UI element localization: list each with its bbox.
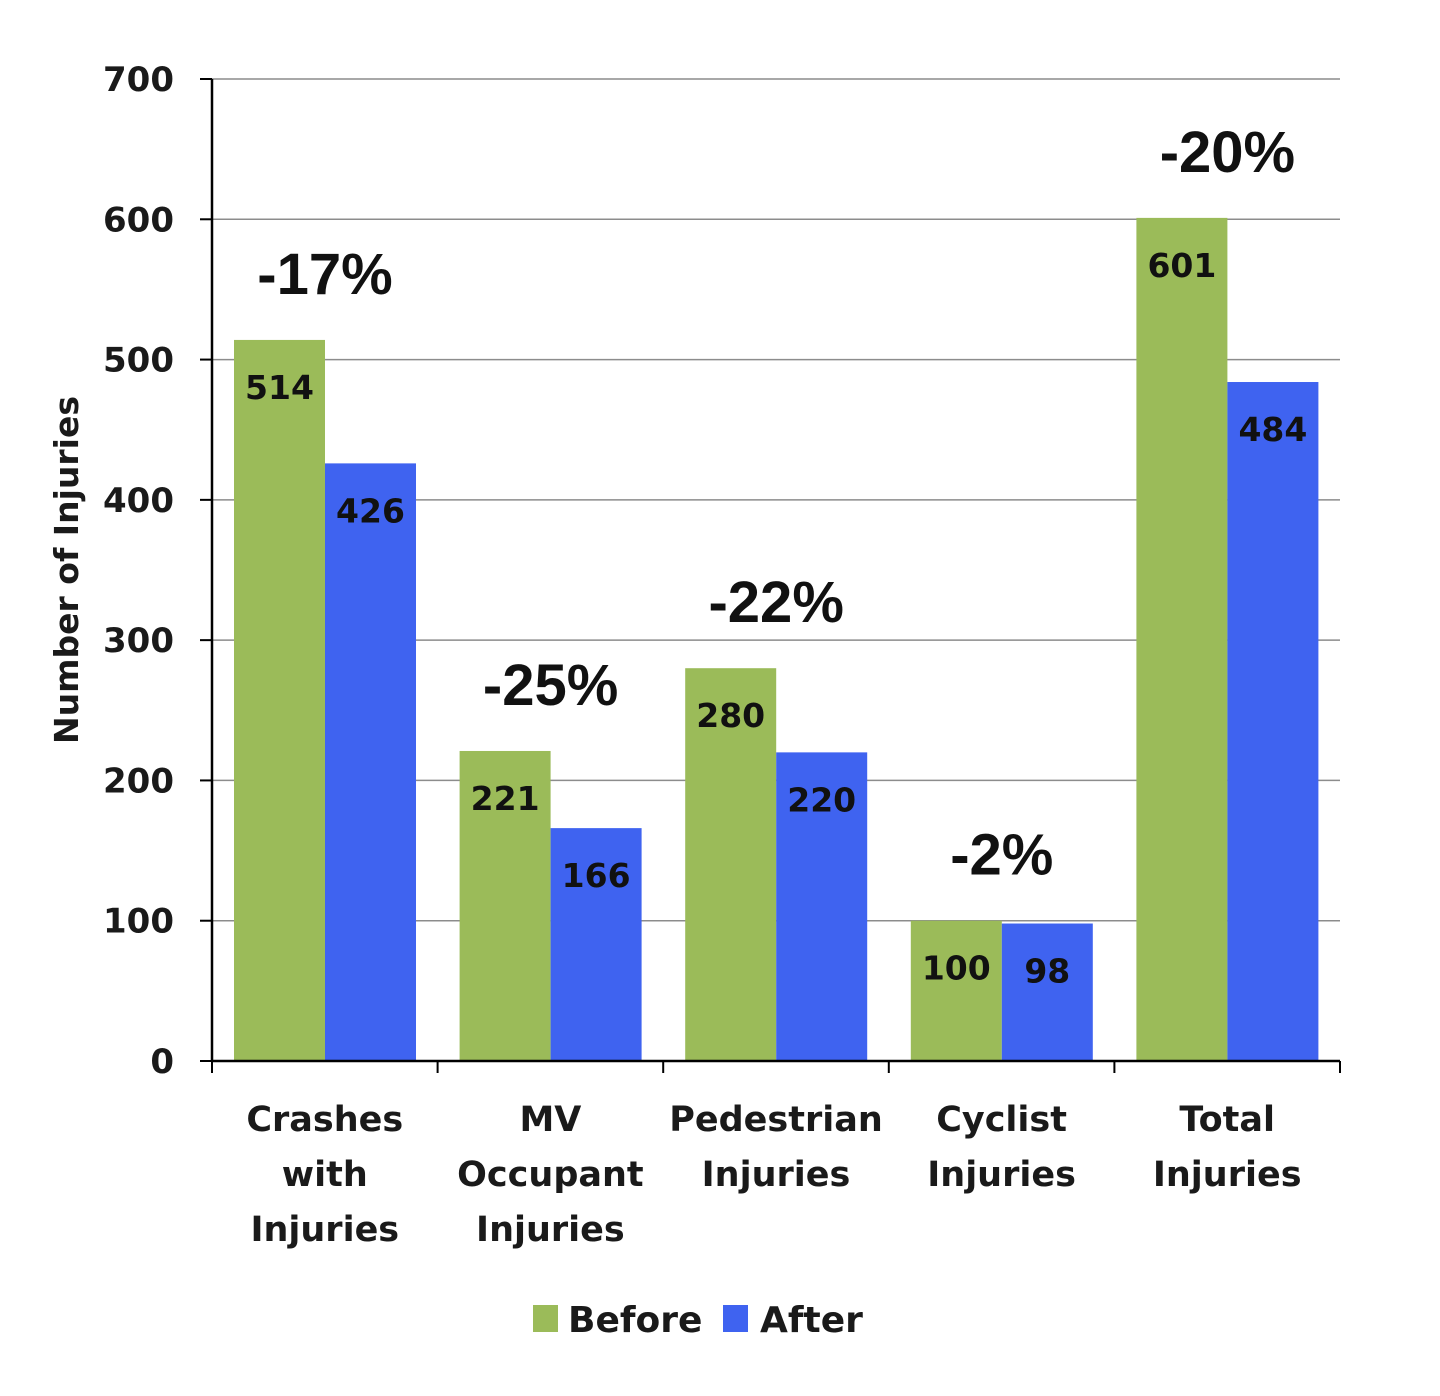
legend: Before After — [533, 1300, 863, 1341]
y-axis-title: Number of Injuries — [47, 396, 86, 744]
y-tick-label: 400 — [103, 481, 174, 521]
bar-before — [685, 668, 777, 1061]
legend-label-after: After — [760, 1300, 863, 1341]
x-category-label: Injuries — [927, 1155, 1076, 1195]
data-label: 100 — [922, 949, 991, 988]
change-annotation: -2% — [950, 823, 1053, 888]
data-label: 166 — [562, 856, 631, 895]
data-label: 280 — [696, 696, 765, 735]
change-annotation: -22% — [708, 570, 843, 635]
bar-before — [459, 750, 551, 1061]
y-tick-label: 600 — [103, 200, 174, 240]
bar-after — [776, 752, 868, 1061]
data-label: 220 — [787, 780, 856, 819]
y-tick-label: 100 — [103, 902, 174, 942]
data-label: 514 — [245, 368, 314, 407]
data-label: 98 — [1024, 952, 1070, 991]
legend-swatch-before — [533, 1305, 558, 1332]
x-category-label: Pedestrian — [669, 1100, 883, 1140]
data-label: 601 — [1147, 246, 1216, 285]
bar-before — [910, 920, 1002, 1061]
bar-after — [1227, 382, 1319, 1061]
data-label: 426 — [336, 491, 405, 530]
x-category-label: MV — [519, 1100, 581, 1140]
data-label: 484 — [1238, 410, 1307, 449]
x-category-label: Injuries — [476, 1210, 625, 1250]
y-tick-label: 300 — [103, 621, 174, 661]
x-category-label: Cyclist — [936, 1100, 1067, 1140]
bar-after — [550, 828, 642, 1061]
x-category-label: Injuries — [1153, 1155, 1302, 1195]
x-category-label: Crashes — [246, 1100, 403, 1140]
data-label: 221 — [471, 779, 540, 818]
bars — [234, 217, 1319, 1062]
change-annotation: -17% — [257, 242, 392, 307]
bar-after — [1001, 923, 1093, 1061]
legend-label-before: Before — [568, 1300, 702, 1341]
x-category-label: Injuries — [702, 1155, 851, 1195]
change-annotation: -25% — [483, 653, 618, 718]
y-tick-label: 500 — [103, 341, 174, 381]
x-category-label: Injuries — [250, 1210, 399, 1250]
x-category-label: Total — [1179, 1100, 1275, 1140]
bar-before — [1136, 217, 1228, 1061]
change-annotation: -20% — [1160, 120, 1295, 185]
y-tick-label: 0 — [150, 1042, 174, 1082]
bar-before — [234, 339, 325, 1062]
x-category-label: with — [282, 1155, 368, 1195]
labels: 0 100 200 300 400 500 600 700 514 426 -17% Crashes w… — [103, 60, 1307, 1250]
x-category-label: Occupant — [457, 1155, 643, 1195]
y-tick-label: 700 — [103, 60, 174, 100]
bar-after — [325, 463, 416, 1062]
y-tick-label: 200 — [103, 761, 174, 801]
legend-swatch-after — [723, 1305, 748, 1332]
axes — [200, 78, 1341, 1073]
